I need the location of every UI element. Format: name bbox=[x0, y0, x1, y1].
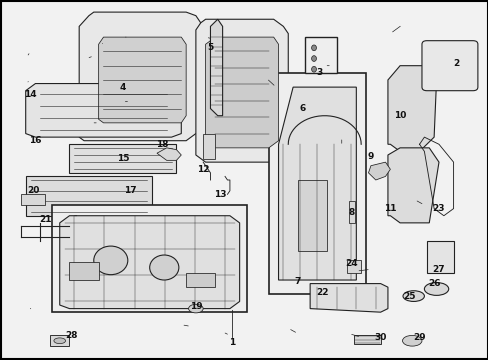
Text: 26: 26 bbox=[427, 279, 440, 288]
Polygon shape bbox=[79, 12, 201, 141]
Bar bbox=[21, 194, 45, 205]
Text: 21: 21 bbox=[39, 215, 51, 224]
Text: 11: 11 bbox=[384, 204, 396, 213]
Polygon shape bbox=[157, 148, 181, 160]
Text: 1: 1 bbox=[229, 338, 235, 347]
Polygon shape bbox=[60, 216, 239, 309]
Polygon shape bbox=[278, 87, 356, 280]
Polygon shape bbox=[387, 66, 436, 152]
Polygon shape bbox=[210, 19, 222, 116]
Text: 25: 25 bbox=[403, 292, 415, 301]
Text: 4: 4 bbox=[120, 83, 126, 92]
Bar bbox=[346, 260, 361, 273]
Bar bbox=[353, 336, 380, 344]
Text: 7: 7 bbox=[294, 277, 301, 286]
Bar bbox=[69, 144, 176, 173]
Text: 15: 15 bbox=[117, 154, 129, 163]
Bar bbox=[305, 37, 336, 73]
Text: 14: 14 bbox=[24, 90, 37, 99]
Text: 30: 30 bbox=[374, 333, 386, 342]
Text: 17: 17 bbox=[123, 186, 136, 195]
Text: 19: 19 bbox=[189, 302, 202, 311]
Ellipse shape bbox=[402, 291, 424, 301]
Text: 28: 28 bbox=[65, 331, 78, 340]
Ellipse shape bbox=[311, 66, 316, 72]
Bar bbox=[186, 273, 215, 287]
Polygon shape bbox=[99, 37, 186, 123]
Text: 23: 23 bbox=[432, 204, 445, 213]
Polygon shape bbox=[309, 284, 387, 312]
Bar bbox=[69, 262, 99, 280]
Text: 13: 13 bbox=[214, 190, 226, 199]
FancyBboxPatch shape bbox=[421, 41, 477, 91]
Bar bbox=[297, 180, 326, 251]
Text: 2: 2 bbox=[452, 59, 458, 68]
Text: 3: 3 bbox=[316, 68, 323, 77]
Text: 10: 10 bbox=[393, 111, 406, 120]
Polygon shape bbox=[26, 84, 181, 137]
Text: 9: 9 bbox=[367, 152, 373, 161]
Polygon shape bbox=[387, 148, 438, 223]
Text: 27: 27 bbox=[432, 265, 445, 274]
Ellipse shape bbox=[94, 246, 127, 275]
Bar bbox=[52, 205, 246, 312]
Polygon shape bbox=[196, 19, 287, 162]
Text: 22: 22 bbox=[315, 288, 328, 297]
Ellipse shape bbox=[54, 338, 65, 343]
Text: 29: 29 bbox=[412, 333, 425, 342]
Bar bbox=[203, 134, 215, 158]
Text: 18: 18 bbox=[155, 140, 168, 149]
Text: 20: 20 bbox=[27, 186, 39, 195]
Ellipse shape bbox=[188, 304, 203, 313]
Text: 5: 5 bbox=[207, 43, 213, 52]
Ellipse shape bbox=[149, 255, 179, 280]
Text: 8: 8 bbox=[347, 208, 354, 217]
Bar bbox=[50, 336, 69, 346]
Text: 16: 16 bbox=[29, 136, 41, 145]
Ellipse shape bbox=[402, 336, 421, 346]
Ellipse shape bbox=[311, 56, 316, 62]
Bar bbox=[348, 202, 354, 223]
Text: 24: 24 bbox=[345, 260, 357, 269]
Bar bbox=[268, 73, 366, 294]
Polygon shape bbox=[368, 162, 389, 180]
Text: 6: 6 bbox=[299, 104, 305, 113]
Bar bbox=[426, 241, 453, 273]
Ellipse shape bbox=[424, 283, 448, 296]
Bar bbox=[26, 176, 152, 216]
Polygon shape bbox=[205, 37, 278, 148]
Text: 12: 12 bbox=[197, 165, 209, 174]
Ellipse shape bbox=[311, 45, 316, 51]
